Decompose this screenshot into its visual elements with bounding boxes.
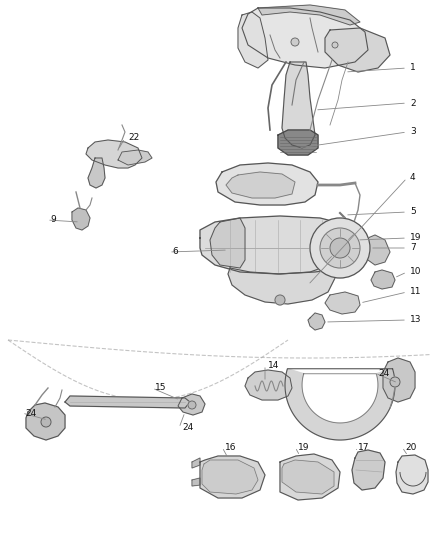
Text: 17: 17 [358, 442, 370, 451]
Polygon shape [285, 369, 395, 440]
Polygon shape [86, 140, 142, 168]
Polygon shape [242, 8, 368, 68]
Text: 3: 3 [410, 127, 416, 136]
Text: 5: 5 [410, 207, 416, 216]
Circle shape [320, 228, 360, 268]
Polygon shape [383, 358, 415, 402]
Polygon shape [282, 62, 315, 148]
Polygon shape [308, 313, 325, 330]
Polygon shape [258, 5, 360, 25]
Polygon shape [202, 460, 258, 494]
Text: 19: 19 [298, 442, 310, 451]
Polygon shape [65, 396, 190, 408]
Text: 24: 24 [182, 424, 193, 432]
Text: 15: 15 [155, 384, 166, 392]
Polygon shape [210, 218, 245, 268]
Polygon shape [26, 403, 65, 440]
Polygon shape [228, 265, 335, 304]
Polygon shape [238, 12, 268, 68]
Text: 24: 24 [25, 408, 36, 417]
Text: 20: 20 [405, 442, 417, 451]
Polygon shape [365, 235, 390, 265]
Polygon shape [118, 150, 152, 165]
Polygon shape [226, 172, 295, 198]
Polygon shape [192, 458, 200, 468]
Text: 9: 9 [50, 215, 56, 224]
Polygon shape [278, 130, 318, 155]
Polygon shape [245, 370, 292, 400]
Polygon shape [325, 28, 390, 72]
Polygon shape [72, 208, 90, 230]
Polygon shape [352, 450, 385, 490]
Text: 24: 24 [378, 368, 389, 377]
Circle shape [310, 218, 370, 278]
Text: 22: 22 [128, 133, 139, 142]
Polygon shape [396, 455, 428, 494]
Text: 1: 1 [410, 63, 416, 72]
Polygon shape [200, 456, 265, 498]
Circle shape [275, 295, 285, 305]
Circle shape [332, 42, 338, 48]
Text: 11: 11 [410, 287, 421, 296]
Polygon shape [200, 216, 365, 274]
Polygon shape [325, 292, 360, 314]
Polygon shape [216, 163, 318, 205]
Circle shape [390, 377, 400, 387]
Polygon shape [88, 158, 105, 188]
Text: 2: 2 [410, 99, 416, 108]
Circle shape [41, 417, 51, 427]
Text: 10: 10 [410, 268, 421, 277]
Circle shape [291, 38, 299, 46]
Polygon shape [282, 460, 334, 494]
Text: 4: 4 [410, 174, 416, 182]
Text: 6: 6 [172, 247, 178, 256]
Text: 19: 19 [410, 233, 421, 243]
Text: 7: 7 [410, 244, 416, 253]
Text: 16: 16 [225, 442, 237, 451]
Polygon shape [280, 454, 340, 500]
Polygon shape [371, 270, 395, 289]
Circle shape [188, 401, 196, 409]
Text: 14: 14 [268, 360, 279, 369]
Text: 13: 13 [410, 316, 421, 325]
Polygon shape [192, 478, 200, 486]
Circle shape [330, 238, 350, 258]
Polygon shape [178, 394, 205, 415]
